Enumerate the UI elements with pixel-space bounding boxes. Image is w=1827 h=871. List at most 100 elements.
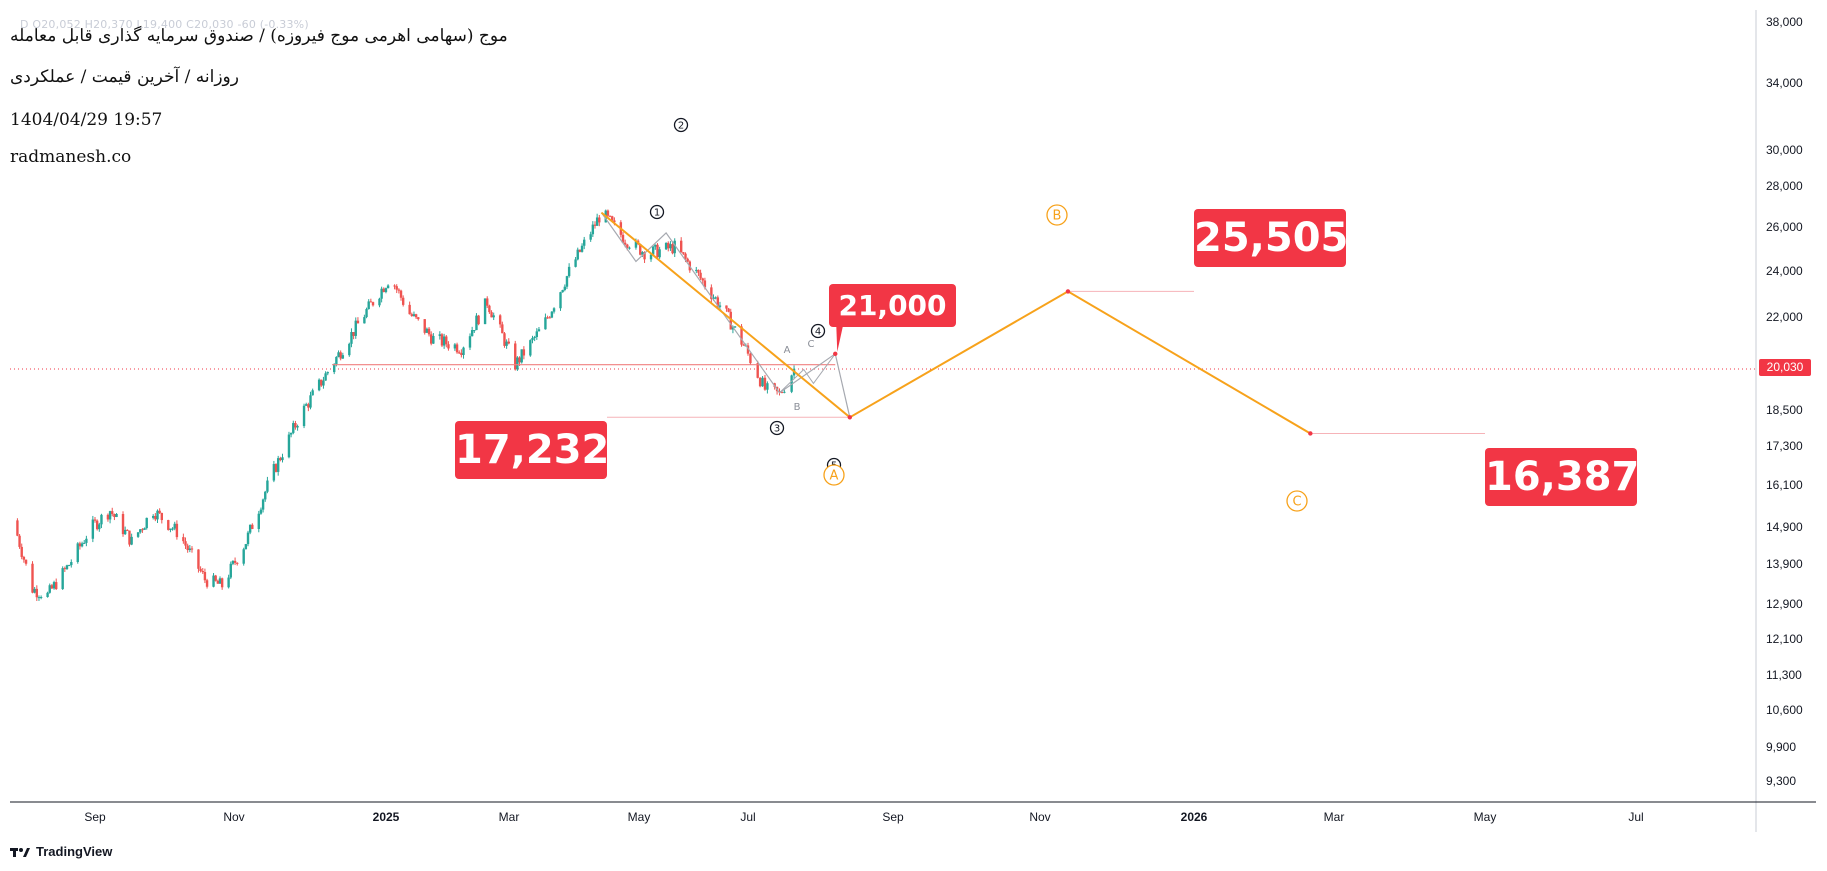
candle-body <box>442 336 446 346</box>
abc-label-b: B <box>794 402 801 413</box>
candle-body <box>667 242 670 249</box>
candle-body <box>535 331 538 338</box>
y-tick-label: 34,000 <box>1766 76 1803 90</box>
x-tick-label: Mar <box>1323 810 1345 824</box>
candle-body <box>356 320 360 324</box>
candle-body <box>115 514 118 517</box>
candle-body <box>363 317 366 324</box>
wave-point <box>847 415 853 420</box>
candle-body <box>83 542 86 544</box>
candle-body <box>369 301 373 303</box>
candle-body <box>746 345 750 354</box>
candle-body <box>106 514 110 520</box>
tradingview-logo-icon <box>10 846 32 858</box>
candle-body <box>143 528 146 530</box>
candle-body <box>498 315 502 325</box>
candle-body <box>608 215 612 217</box>
candle-body <box>595 217 599 226</box>
candle-body <box>201 570 204 573</box>
candle-body <box>460 353 463 356</box>
candle-body <box>639 244 642 255</box>
candlestick-series <box>16 209 796 601</box>
candle-body <box>261 499 265 510</box>
ohlc-readout: D O20,052 H20,370 L19,400 C20,030 -60 (-… <box>20 18 309 31</box>
y-tick-label: 13,900 <box>1766 557 1803 571</box>
candle-body <box>725 305 728 309</box>
candle-body <box>203 572 207 581</box>
candle-body <box>188 548 192 551</box>
candle-body <box>671 244 674 254</box>
candle-body <box>272 464 276 481</box>
candle-body <box>462 347 465 356</box>
primary-label-a-circle <box>823 464 845 486</box>
candle-body <box>233 560 237 563</box>
chart-subtitle: روزانه / آخرین قیمت / عملکردی <box>10 67 239 87</box>
x-tick-label: Sep <box>882 810 904 824</box>
candle-body <box>199 568 202 571</box>
wave-1-label-circle <box>649 204 665 220</box>
candle-body <box>50 585 54 589</box>
candle-body <box>727 308 730 312</box>
candle-body <box>470 330 474 337</box>
candle-body <box>33 588 36 593</box>
candle-body <box>76 543 79 563</box>
candle-body <box>136 532 140 537</box>
candle-body <box>326 372 329 374</box>
candle-body <box>378 298 381 306</box>
candle-body <box>85 538 88 543</box>
candle-body <box>533 337 536 339</box>
y-tick-label: 30,000 <box>1766 143 1803 157</box>
candle-body <box>257 513 260 529</box>
chart-website: radmanesh.co <box>10 147 132 167</box>
x-tick-label: Mar <box>498 810 520 824</box>
candle-body <box>231 560 235 564</box>
candle-body <box>31 563 34 593</box>
candle-body <box>477 315 480 325</box>
wave-3-label: 3 <box>774 424 780 435</box>
candle-body <box>567 266 571 277</box>
candle-body <box>559 292 562 309</box>
candle-body <box>574 259 577 267</box>
candle-body <box>492 315 495 318</box>
candle-body <box>518 357 521 363</box>
candle-body <box>766 383 769 390</box>
target-label-16387: 16,387 <box>1485 448 1639 506</box>
candle-body <box>514 343 517 370</box>
candle-body <box>468 336 472 348</box>
candle-body <box>35 588 39 598</box>
candle-body <box>593 224 597 226</box>
candle-body <box>305 404 308 406</box>
candle-body <box>274 464 278 472</box>
candle-body <box>266 480 269 492</box>
primary-label-c: C <box>1292 495 1301 510</box>
y-tick-label: 16,100 <box>1766 478 1803 492</box>
y-tick-label: 11,300 <box>1766 668 1802 682</box>
candle-body <box>429 334 433 344</box>
candle-body <box>701 278 704 281</box>
candle-body <box>664 242 668 250</box>
candle-body <box>563 286 567 291</box>
tradingview-logo[interactable]: TradingView <box>10 844 112 859</box>
candle-body <box>729 311 732 330</box>
primary-wave-path <box>600 211 1311 435</box>
candle-body <box>380 288 383 299</box>
candle-body <box>453 344 457 349</box>
candle-body <box>48 585 51 593</box>
candle-body <box>384 288 388 293</box>
y-tick-label: 24,000 <box>1766 264 1803 278</box>
candle-body <box>503 333 506 346</box>
candle-body <box>220 578 224 588</box>
candle-body <box>317 379 321 391</box>
candle-body <box>634 240 638 248</box>
candle-body <box>16 520 19 536</box>
candle-body <box>337 352 340 357</box>
candle-body <box>427 328 431 335</box>
y-tick-label: 18,500 <box>1766 403 1803 417</box>
target-label-21000: 21,000 <box>829 284 956 327</box>
candle-body <box>716 297 720 307</box>
candle-body <box>522 349 526 356</box>
candle-body <box>643 252 646 260</box>
candle-body <box>679 240 683 253</box>
candle-body <box>749 353 752 364</box>
